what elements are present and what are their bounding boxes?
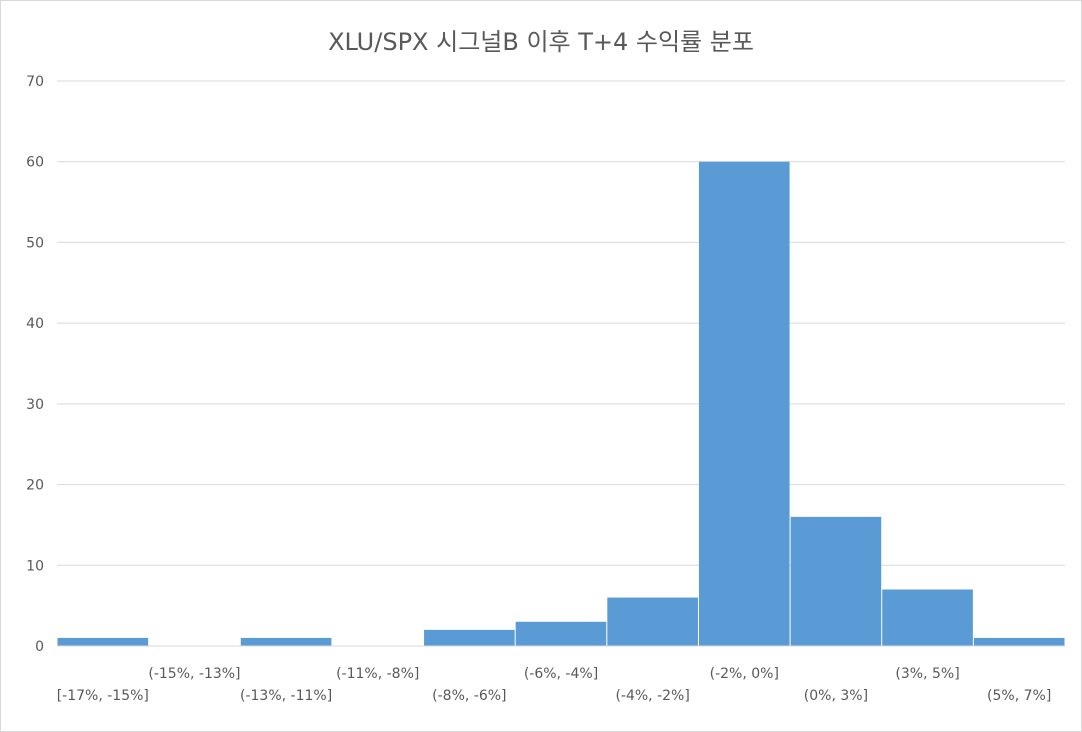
x-tick-label: (-2%, 0%] — [710, 666, 779, 682]
x-tick-label: (3%, 5%] — [895, 666, 959, 682]
x-tick-label: (5%, 7%] — [987, 688, 1051, 704]
bar — [882, 589, 973, 646]
bar — [424, 629, 515, 646]
x-tick-label: (-15%, -13%] — [148, 666, 240, 682]
bar — [698, 161, 790, 646]
bar — [240, 637, 332, 646]
x-tick-label: (-8%, -6%] — [432, 688, 506, 704]
bars — [57, 161, 1065, 646]
x-tick-label: (-6%, -4%] — [524, 666, 598, 682]
x-tick-label: (-11%, -8%] — [336, 666, 419, 682]
bar — [790, 516, 882, 646]
x-tick-label: [-17%, -15%] — [57, 688, 149, 704]
y-tick-label: 40 — [26, 316, 44, 332]
y-tick-label: 70 — [26, 74, 44, 90]
y-tick-label: 20 — [26, 478, 44, 494]
x-tick-label: (-13%, -11%] — [240, 688, 332, 704]
y-tick-label: 60 — [26, 155, 44, 171]
chart-title: XLU/SPX 시그널B 이후 T+4 수익률 분포 — [328, 28, 754, 56]
bar — [57, 637, 149, 646]
bar — [607, 597, 698, 646]
x-axis-labels: [-17%, -15%] (-15%, -13%](-13%, -11%](-11… — [57, 666, 1052, 704]
y-tick-label: 0 — [35, 639, 44, 655]
bar — [973, 637, 1065, 646]
y-axis-ticks: 0 10 20 30 40 50 60 70 — [26, 74, 44, 655]
x-tick-label: (-4%, -2%] — [615, 688, 689, 704]
y-tick-label: 10 — [26, 558, 44, 574]
bar — [515, 621, 607, 646]
y-tick-label: 50 — [26, 235, 44, 251]
y-tick-label: 30 — [26, 397, 44, 413]
x-tick-label: (0%, 3%] — [804, 688, 868, 704]
gridlines — [57, 80, 1065, 566]
